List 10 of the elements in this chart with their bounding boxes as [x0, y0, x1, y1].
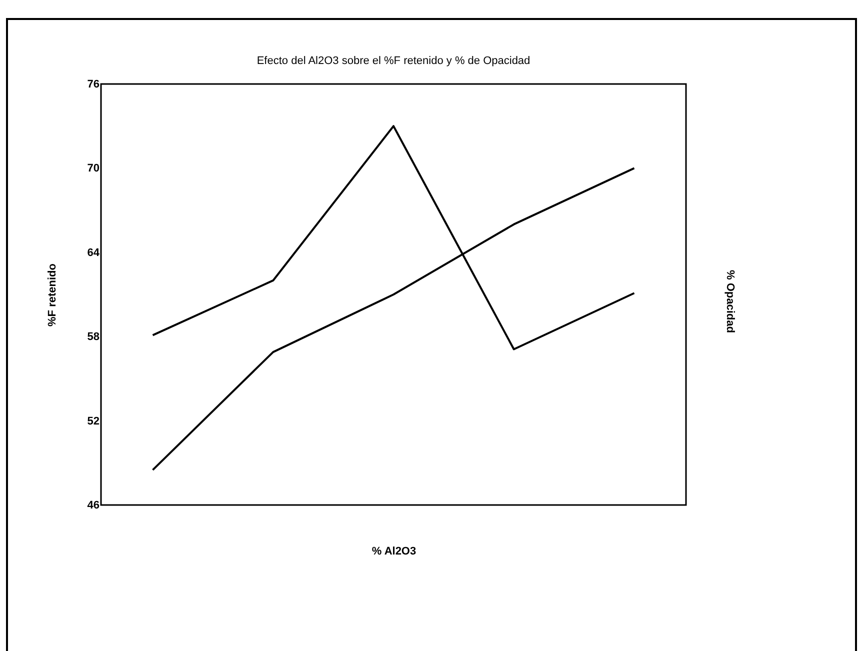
y-tick-label: 76	[87, 78, 100, 90]
y-tick-label: 52	[87, 415, 100, 428]
y-tick-label: 64	[87, 246, 100, 259]
y2-axis-title: % Opacidad	[724, 270, 736, 333]
y-tick-label: 58	[87, 331, 100, 344]
y-tick-label: 70	[87, 162, 100, 175]
y-axis-title: %F retenido	[46, 263, 58, 326]
y-tick-label: 46	[87, 500, 100, 512]
chart-title: Efecto del Al2O3 sobre el %F retenido y % de Opacidad	[256, 55, 530, 67]
x-axis-title: % Al2O3	[372, 546, 416, 558]
